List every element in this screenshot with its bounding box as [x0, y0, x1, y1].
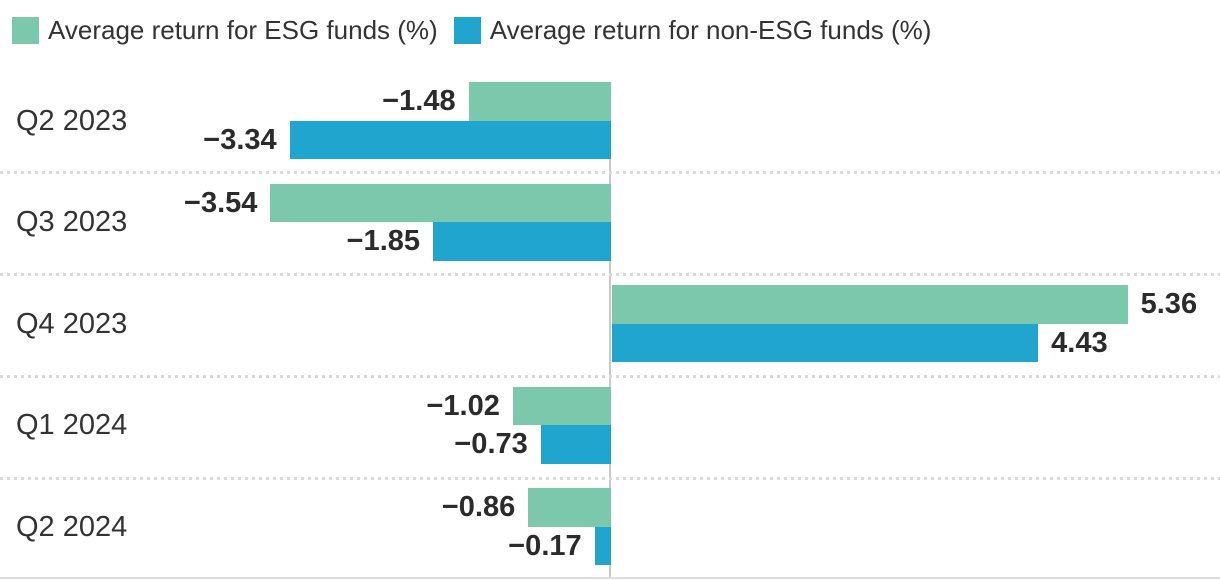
- value-label-non-esg: −0.73: [454, 428, 528, 461]
- row-separator: [0, 272, 1220, 276]
- legend-item-non-esg: Average return for non-ESG funds (%): [453, 15, 932, 46]
- value-label-esg: −1.48: [382, 85, 456, 118]
- category-label: Q3 2023: [16, 206, 128, 238]
- value-label-esg: −1.02: [426, 389, 500, 422]
- bar-non-esg: [612, 323, 1039, 362]
- legend-item-esg: Average return for ESG funds (%): [12, 15, 438, 46]
- bar-esg: [468, 82, 611, 121]
- row-separator: [0, 170, 1220, 174]
- row-separator: [0, 374, 1220, 378]
- value-label-esg: 5.36: [1140, 288, 1198, 321]
- bar-non-esg: [433, 222, 611, 261]
- category-label: Q1 2024: [16, 409, 128, 441]
- bar-esg: [528, 488, 611, 527]
- x-axis-line: [0, 577, 1220, 579]
- category-label: Q2 2024: [16, 510, 128, 543]
- value-label-esg: −3.54: [184, 186, 258, 219]
- category-label: Q4 2023: [16, 307, 128, 340]
- row-separator: [0, 476, 1220, 480]
- legend-label-non-esg: Average return for non-ESG funds (%): [489, 15, 932, 45]
- bar-non-esg: [289, 120, 611, 159]
- esg-color-swatch: [12, 17, 39, 44]
- bar-esg: [270, 183, 611, 222]
- non-esg-color-swatch: [453, 17, 481, 44]
- zero-axis-line: [608, 82, 611, 577]
- value-label-non-esg: −0.17: [508, 529, 582, 562]
- value-label-non-esg: 4.43: [1051, 326, 1108, 359]
- legend-label-esg: Average return for ESG funds (%): [48, 15, 438, 45]
- value-label-esg: −0.86: [441, 491, 516, 524]
- bar-non-esg: [540, 425, 611, 464]
- value-label-non-esg: −1.85: [346, 225, 421, 258]
- bar-esg: [612, 285, 1128, 324]
- category-label: Q2 2023: [16, 104, 128, 137]
- bar-esg: [512, 386, 611, 425]
- value-label-non-esg: −3.34: [203, 123, 277, 156]
- chart-legend: Average return for ESG funds (%) Average…: [12, 15, 931, 46]
- bar-non-esg: [594, 526, 611, 565]
